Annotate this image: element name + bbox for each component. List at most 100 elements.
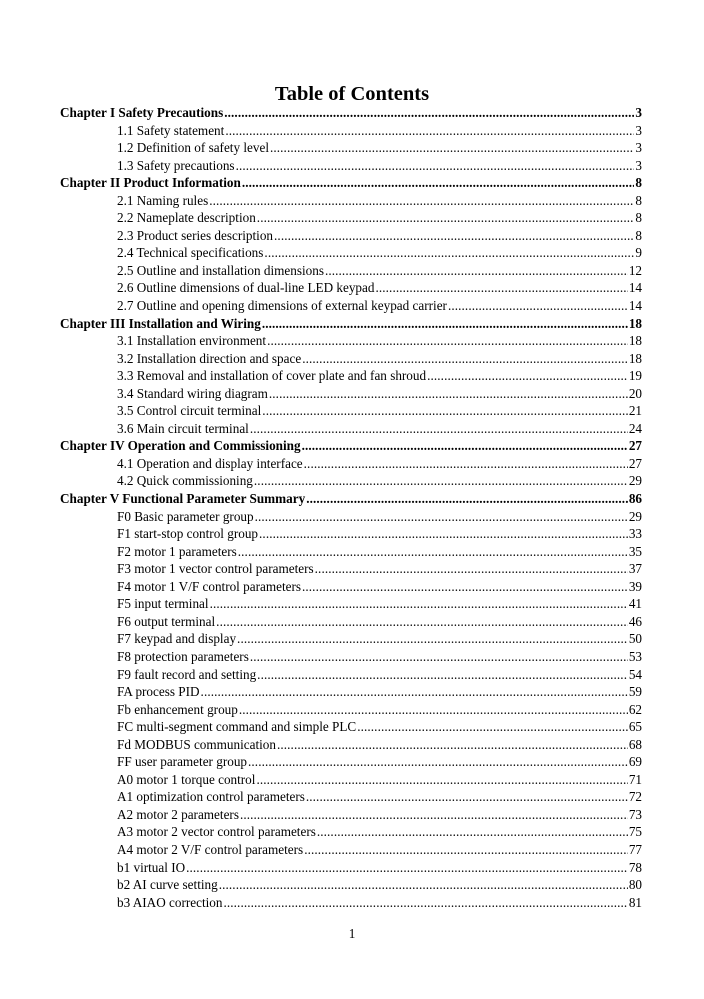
- toc-entry-label: F3 motor 1 vector control parameters: [117, 561, 314, 577]
- toc-chapter-entry[interactable]: Chapter III Installation and Wiring 18: [60, 315, 642, 333]
- toc-entry-page: 69: [628, 754, 642, 770]
- toc-section-entry[interactable]: FC multi-segment command and simple PLC 6…: [60, 718, 642, 736]
- dot-leader: [325, 262, 628, 280]
- toc-entry-page: 80: [628, 877, 642, 893]
- toc-entry-label: A4 motor 2 V/F control parameters: [117, 841, 304, 857]
- toc-chapter-entry[interactable]: Chapter I Safety Precautions 3: [60, 104, 642, 122]
- toc-section-entry[interactable]: 1.1 Safety statement 3: [60, 122, 642, 140]
- toc-section-entry[interactable]: 1.2 Definition of safety level 3: [60, 139, 642, 157]
- toc-section-entry[interactable]: A3 motor 2 vector control parameters 75: [60, 823, 642, 841]
- dot-leader: [256, 771, 627, 789]
- toc-entry-label: FF user parameter group: [117, 754, 248, 770]
- toc-title: Table of Contents: [274, 83, 430, 105]
- toc-section-entry[interactable]: F0 Basic parameter group 29: [60, 508, 642, 526]
- toc-entry-label: 2.6 Outline dimensions of dual-line LED …: [117, 280, 375, 296]
- dot-leader: [238, 543, 628, 561]
- toc-section-entry[interactable]: 3.2 Installation direction and space 18: [60, 350, 642, 368]
- toc-entry-page: 29: [628, 508, 642, 524]
- dot-leader: [216, 613, 628, 631]
- toc-section-entry[interactable]: F5 input terminal 41: [60, 595, 642, 613]
- toc-entry-label: b3 AIAO correction: [117, 894, 223, 910]
- toc-section-entry[interactable]: 2.5 Outline and installation dimensions 1…: [60, 262, 642, 280]
- toc-entry-page: 14: [628, 298, 642, 314]
- toc-section-entry[interactable]: F4 motor 1 V/F control parameters 39: [60, 578, 642, 596]
- toc-section-entry[interactable]: A4 motor 2 V/F control parameters 77: [60, 841, 642, 859]
- toc-section-entry[interactable]: 3.4 Standard wiring diagram 20: [60, 385, 642, 403]
- toc-section-entry[interactable]: b3 AIAO correction 81: [60, 894, 642, 912]
- toc-entry-label: F7 keypad and display: [117, 631, 237, 647]
- toc-section-entry[interactable]: 2.7 Outline and opening dimensions of ex…: [60, 297, 642, 315]
- toc-entry-label: 3.5 Control circuit terminal: [117, 403, 262, 419]
- toc-section-entry[interactable]: 4.2 Quick commissioning 29: [60, 472, 642, 490]
- toc-entry-label: 2.2 Nameplate description: [117, 210, 256, 226]
- toc-section-entry[interactable]: F2 motor 1 parameters 35: [60, 543, 642, 561]
- dot-leader: [274, 227, 634, 245]
- toc-entry-page: 24: [628, 420, 642, 436]
- toc-section-entry[interactable]: F3 motor 1 vector control parameters 37: [60, 560, 642, 578]
- toc-section-entry[interactable]: b1 virtual IO 78: [60, 859, 642, 877]
- toc-section-entry[interactable]: 4.1 Operation and display interface 27: [60, 455, 642, 473]
- toc-section-entry[interactable]: 2.3 Product series description 8: [60, 227, 642, 245]
- dot-leader: [209, 192, 634, 210]
- toc-chapter-entry[interactable]: Chapter IV Operation and Commissioning 27: [60, 437, 642, 455]
- toc-section-entry[interactable]: A1 optimization control parameters 72: [60, 788, 642, 806]
- toc-section-entry[interactable]: F7 keypad and display 50: [60, 630, 642, 648]
- toc-entry-page: 39: [628, 578, 642, 594]
- dot-leader: [225, 122, 634, 140]
- toc-entry-page: 27: [628, 438, 642, 454]
- toc-entry-label: 3.4 Standard wiring diagram: [117, 385, 268, 401]
- dot-leader: [257, 209, 635, 227]
- toc-section-entry[interactable]: 3.1 Installation environment 18: [60, 332, 642, 350]
- toc-section-entry[interactable]: 3.6 Main circuit terminal 24: [60, 420, 642, 438]
- toc-section-entry[interactable]: 2.6 Outline dimensions of dual-line LED …: [60, 279, 642, 297]
- toc-entry-label: 3.3 Removal and installation of cover pl…: [117, 368, 427, 384]
- toc-entry-label: 2.7 Outline and opening dimensions of ex…: [117, 298, 447, 314]
- toc-entry-page: 77: [628, 841, 642, 857]
- dot-leader: [302, 350, 628, 368]
- toc-section-entry[interactable]: Fb enhancement group 62: [60, 701, 642, 719]
- toc-section-entry[interactable]: F8 protection parameters 53: [60, 648, 642, 666]
- toc-section-entry[interactable]: 3.5 Control circuit terminal 21: [60, 402, 642, 420]
- dot-leader: [267, 332, 628, 350]
- dot-leader: [269, 385, 628, 403]
- toc-entry-page: 53: [628, 648, 642, 664]
- toc-section-entry[interactable]: 2.4 Technical specifications 9: [60, 244, 642, 262]
- dot-leader: [262, 315, 628, 333]
- dot-leader: [250, 420, 628, 438]
- toc-chapter-entry[interactable]: Chapter V Functional Parameter Summary 86: [60, 490, 642, 508]
- toc-entry-page: 72: [628, 789, 642, 805]
- toc-section-entry[interactable]: b2 AI curve setting 80: [60, 876, 642, 894]
- toc-entry-page: 78: [628, 859, 642, 875]
- toc-section-entry[interactable]: A0 motor 1 torque control 71: [60, 771, 642, 789]
- dot-leader: [240, 806, 628, 824]
- toc-entry-label: Chapter V Functional Parameter Summary: [60, 491, 306, 507]
- toc-list: Chapter I Safety Precautions31.1 Safety …: [60, 104, 642, 911]
- toc-section-entry[interactable]: 1.3 Safety precautions 3: [60, 157, 642, 175]
- toc-entry-page: 71: [628, 771, 642, 787]
- toc-section-entry[interactable]: 3.3 Removal and installation of cover pl…: [60, 367, 642, 385]
- toc-entry-page: 21: [628, 403, 642, 419]
- toc-chapter-entry[interactable]: Chapter II Product Information 8: [60, 174, 642, 192]
- dot-leader: [448, 297, 628, 315]
- toc-entry-label: 2.1 Naming rules: [117, 192, 209, 208]
- toc-section-entry[interactable]: FF user parameter group 69: [60, 753, 642, 771]
- toc-section-entry[interactable]: F9 fault record and setting 54: [60, 666, 642, 684]
- dot-leader: [242, 174, 635, 192]
- toc-section-entry[interactable]: FA process PID 59: [60, 683, 642, 701]
- toc-entry-label: Fb enhancement group: [117, 701, 238, 717]
- dot-leader: [223, 894, 627, 912]
- toc-section-entry[interactable]: A2 motor 2 parameters 73: [60, 806, 642, 824]
- toc-section-entry[interactable]: F1 start-stop control group 33: [60, 525, 642, 543]
- toc-section-entry[interactable]: F6 output terminal 46: [60, 613, 642, 631]
- dot-leader: [255, 508, 628, 526]
- toc-entry-page: 3: [635, 140, 642, 156]
- dot-leader: [248, 753, 628, 771]
- toc-section-entry[interactable]: 2.1 Naming rules 8: [60, 192, 642, 210]
- toc-section-entry[interactable]: Fd MODBUS communication 68: [60, 736, 642, 754]
- toc-entry-page: 3: [635, 105, 642, 120]
- toc-entry-label: 1.3 Safety precautions: [117, 157, 235, 173]
- toc-section-entry[interactable]: 2.2 Nameplate description 8: [60, 209, 642, 227]
- dot-leader: [257, 666, 628, 684]
- toc-entry-page: 65: [628, 719, 642, 735]
- toc-entry-page: 59: [628, 684, 642, 700]
